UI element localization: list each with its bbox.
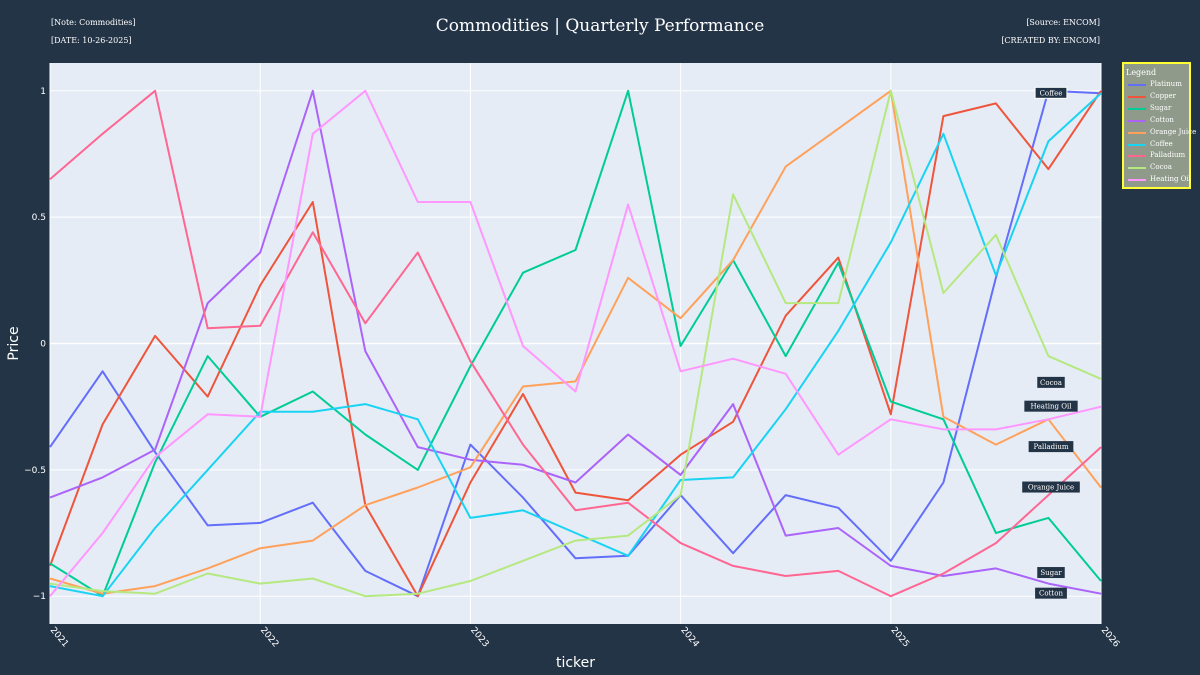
chart-title: Commodities | Quarterly Performance — [435, 16, 765, 36]
legend-label: Cotton — [1150, 115, 1174, 124]
x-tick-label: 2025 — [889, 626, 911, 650]
legend-item-copper[interactable]: Copper — [1126, 92, 1190, 103]
x-tick-label: 2024 — [678, 626, 701, 650]
legend-label: Sugar — [1150, 103, 1172, 112]
y-tick-label: 0.5 — [32, 213, 46, 223]
y-tick-label: −0.5 — [24, 466, 46, 476]
series-line-palladium — [49, 89, 1102, 598]
series-line-copper — [49, 90, 1102, 598]
x-tick-label: 2021 — [48, 626, 70, 650]
x-axis-title: ticker — [556, 655, 595, 671]
legend-title: Legend — [1126, 68, 1157, 77]
series-line-coffee — [49, 92, 1102, 598]
legend-label: Coffee — [1150, 139, 1173, 148]
end-label-box — [1035, 587, 1067, 599]
end-label-palladium: Palladium — [1028, 441, 1074, 453]
legend-label: Platinum — [1150, 80, 1182, 88]
y-axis-title: Price — [6, 326, 22, 360]
end-label-cocoa: Cocoa — [1037, 376, 1065, 388]
series-line-heating-oil — [49, 89, 1102, 597]
end-label-box — [1024, 400, 1078, 412]
legend-item-sugar[interactable]: Sugar — [1126, 104, 1190, 115]
x-tick-label: 2026 — [1099, 626, 1122, 650]
series-line-sugar — [49, 89, 1102, 598]
end-label-box — [1022, 481, 1080, 493]
legend-item-coffee[interactable]: Coffee — [1126, 140, 1190, 151]
end-label-cotton: Cotton — [1035, 587, 1067, 599]
legend-item-cotton[interactable]: Cotton — [1126, 116, 1190, 127]
legend-swatch — [1128, 84, 1146, 86]
end-label-orange-juice: Orange Juice — [1022, 481, 1080, 493]
end-label-sugar: Sugar — [1037, 567, 1065, 579]
legend: Legend Platinum Copper Sugar Cotton Orange J… — [1122, 62, 1196, 189]
source-label: [Source: ENCOM] — [1026, 18, 1100, 27]
legend-item-heating-oil[interactable]: Heating Oil — [1126, 175, 1191, 186]
legend-swatch — [1128, 107, 1146, 110]
end-label-box — [1034, 86, 1068, 99]
legend-label: Orange Juice — [1150, 127, 1197, 136]
end-label-box — [1037, 567, 1065, 579]
date-label: [DATE: 10-26-2025] — [51, 36, 132, 45]
y-tick-label: −1 — [33, 592, 46, 602]
legend-swatch — [1128, 155, 1146, 158]
y-tick-label: 1 — [40, 87, 46, 97]
legend-swatch — [1128, 119, 1146, 122]
legend-label: Palladium — [1150, 151, 1186, 160]
legend-swatch — [1128, 143, 1146, 146]
legend-swatch — [1128, 167, 1146, 170]
end-label-text: Sugar — [1040, 569, 1062, 577]
legend-item-cocoa[interactable]: Cocoa — [1126, 163, 1190, 174]
legend-swatch — [1128, 131, 1146, 134]
end-label-box — [1037, 376, 1065, 388]
end-label-text: Heating Oil — [1031, 403, 1073, 411]
y-tick-label: 0 — [40, 340, 46, 350]
end-label-text: Cocoa — [1040, 379, 1062, 387]
legend-item-orange-juice[interactable]: Orange Juice — [1126, 128, 1196, 139]
legend-item-palladium[interactable]: Palladium — [1126, 151, 1190, 162]
end-label-coffee: Coffee — [1034, 86, 1068, 99]
series-line-cocoa — [49, 89, 1102, 598]
end-label-text: Palladium — [1033, 443, 1068, 451]
legend-item-platinum[interactable]: Platinum — [1126, 80, 1190, 91]
legend-swatch — [1128, 95, 1146, 98]
legend-swatch — [1128, 179, 1146, 182]
end-label-heating-oil: Heating Oil — [1024, 400, 1078, 412]
created-by-label: [CREATED BY: ENCOM] — [1001, 36, 1100, 45]
legend-label: Copper — [1150, 91, 1177, 100]
note-label: [Note: Commodities] — [51, 18, 136, 27]
end-label-text: Coffee — [1040, 89, 1063, 97]
legend-label: Cocoa — [1150, 163, 1172, 172]
series-line-cotton — [49, 89, 1102, 595]
series-line-platinum — [49, 89, 1102, 598]
end-label-box — [1028, 441, 1074, 453]
end-label-text: Orange Juice — [1028, 484, 1074, 492]
x-tick-label: 2022 — [258, 626, 280, 650]
end-label-text: Cotton — [1039, 590, 1063, 598]
legend-label: Heating Oil — [1150, 175, 1191, 184]
series-line-orange-juice — [49, 89, 1102, 595]
x-tick-label: 2023 — [468, 626, 490, 650]
